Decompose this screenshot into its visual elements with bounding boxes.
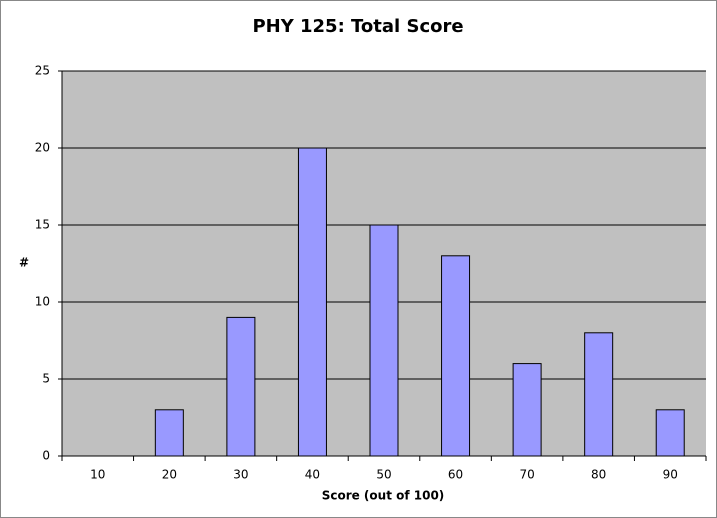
x-tick-label: 90 bbox=[663, 468, 678, 482]
x-tick-label: 10 bbox=[90, 468, 105, 482]
bar bbox=[369, 224, 399, 457]
y-tick-label: 15 bbox=[35, 218, 50, 232]
x-tick-label: 20 bbox=[162, 468, 177, 482]
chart-title: PHY 125: Total Score bbox=[252, 16, 463, 37]
bar bbox=[655, 409, 685, 457]
y-tick-label: 0 bbox=[42, 449, 50, 463]
x-tick-label: 50 bbox=[376, 468, 391, 482]
x-axis-title: Score (out of 100) bbox=[322, 489, 445, 503]
bar bbox=[154, 409, 184, 457]
bar bbox=[512, 363, 542, 457]
x-tick-label: 40 bbox=[305, 468, 320, 482]
x-tick-label: 30 bbox=[233, 468, 248, 482]
bar bbox=[226, 316, 256, 457]
x-tick-label: 60 bbox=[448, 468, 463, 482]
y-tick-label: 20 bbox=[35, 141, 50, 155]
y-axis-title: # bbox=[19, 256, 29, 270]
bar bbox=[297, 147, 327, 457]
x-tick-label: 70 bbox=[519, 468, 534, 482]
x-tick-label: 80 bbox=[591, 468, 606, 482]
bar bbox=[584, 332, 614, 457]
y-tick-label: 25 bbox=[35, 64, 50, 78]
y-tick-label: 5 bbox=[42, 372, 50, 386]
bar bbox=[441, 255, 471, 457]
y-tick-label: 10 bbox=[35, 295, 50, 309]
